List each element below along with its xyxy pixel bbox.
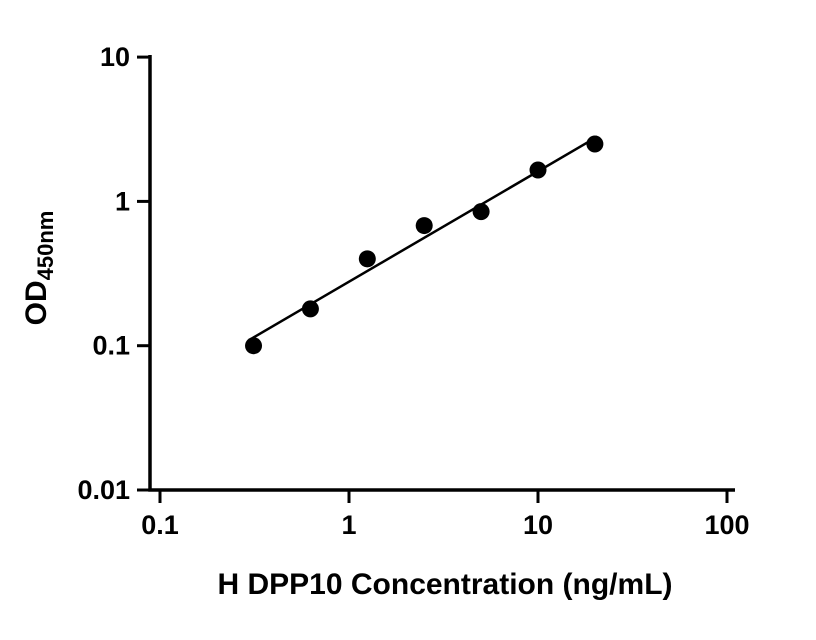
x-tick-label: 10 <box>523 510 553 540</box>
x-tick-label: 100 <box>704 510 749 540</box>
axis-spines <box>148 55 735 492</box>
x-axis-title: H DPP10 Concentration (ng/mL) <box>217 568 672 601</box>
y-axis-title: OD450nm <box>20 211 58 326</box>
data-point <box>529 161 547 179</box>
y-axis-title-subscript: 450nm <box>33 211 58 281</box>
data-point <box>415 217 433 235</box>
y-tick-label: 0.1 <box>92 331 130 361</box>
plot-area: 0.1 1 10 100 0.01 0.1 1 10 <box>77 42 749 540</box>
y-axis-title-main: OD <box>20 280 53 325</box>
x-tick-label: 1 <box>341 510 356 540</box>
y-tick-label: 1 <box>115 186 130 216</box>
data-point <box>472 203 490 221</box>
data-point <box>358 250 376 268</box>
y-tick-label: 0.01 <box>77 475 130 505</box>
y-tick-label: 10 <box>100 42 130 72</box>
x-tick-label: 0.1 <box>141 510 179 540</box>
data-point <box>301 300 319 318</box>
data-point <box>586 135 604 153</box>
data-point <box>245 337 263 355</box>
